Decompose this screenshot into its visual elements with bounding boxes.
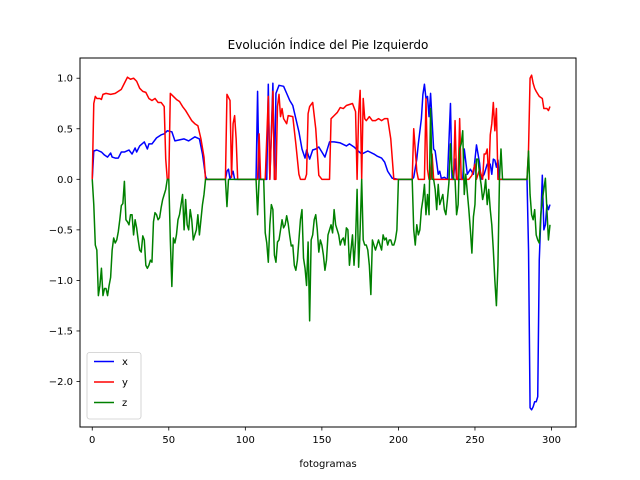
chart-title: Evolución Índice del Pie Izquierdo: [228, 37, 429, 52]
y-tick-label: 0.0: [57, 175, 73, 186]
x-tick-label: 0: [89, 435, 95, 446]
y-axis: 1.0 0.5 0.0 −0.5 −1.0 −1.5 −2.0: [49, 74, 80, 388]
legend-label-y: y: [122, 378, 128, 389]
y-tick-label: −1.0: [49, 276, 73, 287]
legend: xyz: [86, 352, 142, 420]
legend-label-x: x: [122, 357, 128, 368]
y-tick-label: −0.5: [49, 225, 73, 236]
x-tick-label: 300: [542, 435, 561, 446]
x-tick-label: 100: [236, 435, 255, 446]
plot-area: [91, 74, 551, 411]
legend-label-z: z: [122, 398, 127, 409]
y-tick-label: −1.5: [49, 326, 73, 337]
x-tick-label: 250: [465, 435, 484, 446]
series-line-y: [91, 74, 551, 181]
x-tick-label: 200: [389, 435, 408, 446]
x-tick-label: 150: [312, 435, 331, 446]
x-axis: 0 50 100 150 200 250 300: [89, 427, 561, 446]
x-tick-label: 50: [162, 435, 175, 446]
x-axis-label: fotogramas: [299, 459, 356, 470]
y-tick-label: −2.0: [49, 377, 73, 388]
y-tick-label: 1.0: [57, 74, 73, 85]
legend-box: [86, 352, 142, 420]
plot-frame: [79, 57, 577, 428]
y-tick-label: 0.5: [57, 124, 73, 135]
series-line-z: [91, 107, 551, 322]
